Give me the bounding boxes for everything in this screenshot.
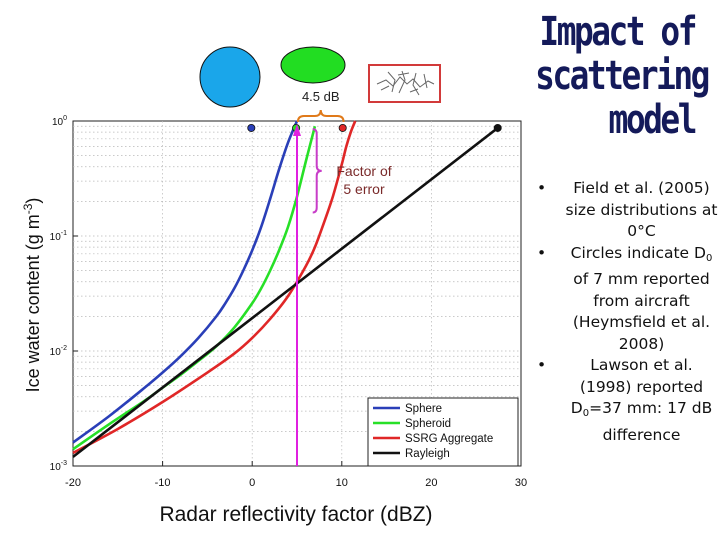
y-axis-label-exponent: -3 [21, 203, 35, 214]
y-axis-label-end: ) [23, 198, 43, 204]
db-difference-label: 4.5 dB [302, 89, 340, 104]
spheroid-shape-icon [280, 46, 346, 84]
bullet-item: Circles indicate D0 of 7 mm reported fro… [533, 243, 718, 356]
factor-error-label-line2: 5 error [343, 181, 385, 197]
series-marker-rayleigh [493, 123, 502, 132]
x-tick-label: 30 [515, 477, 527, 489]
title-line: model [608, 97, 698, 143]
title-line: scattering [535, 53, 710, 99]
sphere-shape-icon [199, 46, 261, 108]
x-tick-label: 20 [425, 477, 437, 489]
legend-label-spheroid: Spheroid [405, 418, 451, 430]
slide-title: Impact of scattering model [535, 9, 710, 143]
series-line-sphere [72, 120, 299, 444]
bullet-text: Circles indicate D [570, 243, 706, 262]
x-tick-label: -10 [155, 477, 171, 489]
x-tick-label: -20 [65, 477, 81, 489]
y-tick-label: 10-2 [50, 345, 67, 358]
series-marker-sphere [247, 123, 256, 132]
db-difference-brace [296, 109, 345, 123]
y-tick-exponent: -3 [61, 460, 67, 467]
legend: Sphere Spheroid SSRG Aggregate Rayleigh [367, 397, 519, 467]
x-tick-label: 0 [249, 477, 255, 489]
y-tick-base: 10 [50, 232, 62, 243]
shape-icons [199, 46, 441, 108]
x-tick-label: 10 [336, 477, 348, 489]
x-axis-label: Radar reflectivity factor (dBZ) [159, 503, 432, 526]
y-tick-exponent: 0 [63, 115, 67, 122]
legend-box [367, 397, 519, 467]
bullet-subscript: 0 [705, 252, 713, 264]
reference-arrow-head [293, 124, 301, 136]
bullet-list: Field et al. (2005) size distributions a… [533, 178, 718, 446]
bullet-item: Field et al. (2005) size distributions a… [533, 178, 718, 243]
legend-label-rayleigh: Rayleigh [405, 448, 450, 460]
y-tick-exponent: -1 [61, 230, 67, 237]
bullet-text: =37 mm: 17 dB difference [589, 399, 713, 444]
y-tick-label: 10-1 [50, 230, 67, 243]
bullet-item: Lawson et al. (1998) reported D0=37 mm: … [533, 355, 718, 446]
y-tick-base: 10 [50, 347, 62, 358]
bullet-text: Field et al. (2005) size distributions a… [565, 179, 718, 240]
bullet-text: of 7 mm reported from aircraft (Heymsfie… [572, 270, 711, 353]
series-marker-ssrg-aggregate [338, 123, 347, 132]
y-tick-label: 10-3 [50, 460, 67, 473]
bullet-subscript: 0 [582, 408, 590, 419]
series-markers [247, 123, 502, 132]
legend-label-ssrg-aggregate: SSRG Aggregate [405, 433, 493, 445]
y-tick-label: 100 [52, 115, 67, 128]
legend-label-sphere: Sphere [405, 403, 442, 415]
factor-error-brace [312, 128, 322, 214]
title-line: Impact of [539, 9, 697, 55]
y-axis-label-main: Ice water content (g m [23, 214, 43, 392]
series-layer [72, 120, 499, 458]
y-tick-base: 10 [50, 462, 62, 473]
series-line-rayleigh [72, 126, 499, 458]
bullet-text: Lawson et al. (1998) reported D [570, 356, 704, 417]
y-tick-base: 10 [52, 117, 64, 128]
annotations: 4.5 dB Factor of 5 error [293, 89, 392, 466]
y-tick-exponent: -2 [61, 345, 67, 352]
factor-error-label-line1: Factor of [336, 163, 391, 179]
aggregate-shape-icon [368, 64, 441, 103]
y-axis-label: Ice water content (g m-3) [21, 198, 43, 393]
